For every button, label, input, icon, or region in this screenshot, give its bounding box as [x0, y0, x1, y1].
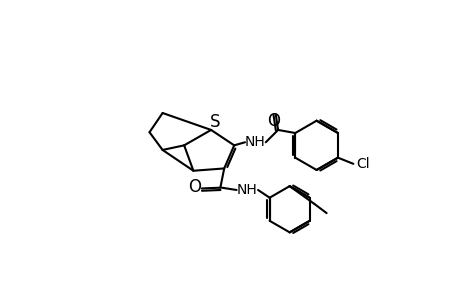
- Text: Cl: Cl: [355, 157, 369, 171]
- Text: NH: NH: [244, 135, 265, 149]
- Text: NH: NH: [236, 183, 257, 197]
- Text: O: O: [266, 112, 280, 130]
- Text: O: O: [188, 178, 201, 196]
- Text: S: S: [209, 113, 220, 131]
